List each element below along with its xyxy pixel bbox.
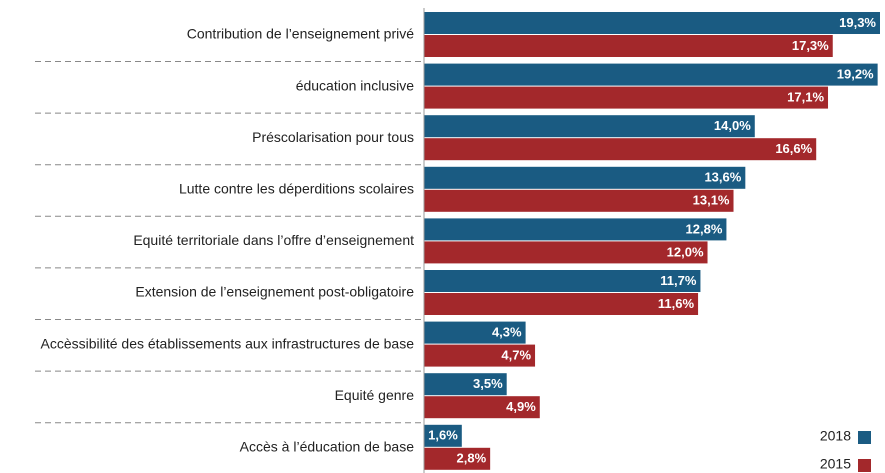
bar — [424, 321, 526, 344]
bar — [424, 344, 536, 367]
legend-swatch — [858, 459, 871, 472]
legend-label: 2015 — [820, 456, 851, 472]
legend-label: 2018 — [820, 428, 851, 444]
bar — [424, 63, 878, 86]
bar — [424, 293, 699, 315]
value-label: 11,6% — [658, 296, 695, 311]
value-label: 4,3% — [492, 325, 522, 340]
bar — [424, 12, 880, 34]
category-label: Lutte contre les déperditions scolaires — [179, 181, 414, 197]
value-label: 17,3% — [792, 38, 829, 53]
bar — [424, 270, 701, 292]
category-label: éducation inclusive — [296, 77, 415, 93]
category-label: Equité genre — [335, 387, 415, 403]
value-label: 4,9% — [506, 399, 536, 414]
category-label: Préscolarisation pour tous — [252, 129, 414, 145]
value-label: 14,0% — [714, 118, 751, 133]
value-label: 12,8% — [686, 221, 723, 236]
value-label: 19,3% — [839, 15, 876, 30]
bar — [424, 86, 829, 109]
value-label: 11,7% — [660, 273, 697, 288]
bar — [424, 241, 708, 264]
value-label: 16,6% — [775, 141, 812, 156]
value-label: 13,6% — [704, 170, 741, 185]
bar — [424, 115, 755, 138]
category-label: Accèssibilité des établissements aux inf… — [40, 335, 414, 351]
bar — [424, 189, 734, 212]
category-label: Contribution de l’enseignement privé — [187, 26, 414, 42]
category-label: Accès à l’éducation de base — [240, 439, 415, 455]
legend-swatch — [858, 431, 871, 444]
value-label: 19,2% — [837, 67, 874, 82]
bar — [424, 166, 746, 189]
value-label: 17,1% — [787, 90, 824, 105]
value-label: 3,5% — [473, 376, 503, 391]
bar — [424, 218, 727, 241]
value-label: 1,6% — [428, 428, 458, 443]
value-label: 4,7% — [501, 348, 531, 363]
value-label: 13,1% — [693, 193, 730, 208]
category-label: Equité territoriale dans l’offre d’ensei… — [133, 232, 414, 248]
bar — [424, 138, 817, 161]
bar — [424, 396, 540, 419]
category-label: Extension de l’enseignement post-obligat… — [135, 284, 414, 300]
bar — [424, 373, 507, 396]
value-label: 12,0% — [667, 244, 704, 259]
bar — [424, 424, 462, 447]
bar — [424, 35, 833, 57]
bar — [424, 447, 491, 470]
value-label: 2,8% — [457, 451, 487, 466]
